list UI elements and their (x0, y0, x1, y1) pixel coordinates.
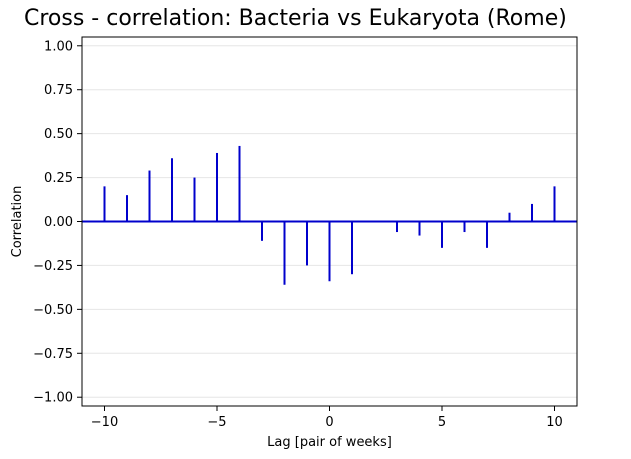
x-tick-label: −5 (207, 415, 226, 430)
x-axis-label: Lag [pair of weeks] (267, 435, 392, 450)
y-tick-label: 0.00 (44, 215, 73, 230)
x-tick-label: −10 (91, 415, 118, 430)
y-axis-label: Correlation (10, 186, 25, 258)
y-tick-label: −0.50 (33, 303, 73, 318)
x-tick-label: 10 (546, 415, 563, 430)
x-tick-label: 0 (325, 415, 333, 430)
x-tick-label: 5 (438, 415, 446, 430)
y-axis-ticks: −1.00 −0.75 −0.50 −0.25 0.00 0.25 0.50 0.75 1.00 (33, 39, 82, 406)
y-tick-label: 0.75 (44, 83, 73, 98)
y-tick-label: −0.25 (33, 259, 73, 274)
y-tick-label: −1.00 (33, 391, 73, 406)
x-axis-ticks: −10 −5 0 5 10 (91, 406, 563, 430)
chart-title: Cross - correlation: Bacteria vs Eukaryo… (24, 6, 567, 31)
correlation-bars (103, 145, 556, 285)
grid-lines (82, 45, 577, 398)
y-tick-label: −0.75 (33, 347, 73, 362)
y-tick-label: 0.25 (44, 171, 73, 186)
y-tick-label: 1.00 (44, 39, 73, 54)
y-tick-label: 0.50 (44, 127, 73, 142)
